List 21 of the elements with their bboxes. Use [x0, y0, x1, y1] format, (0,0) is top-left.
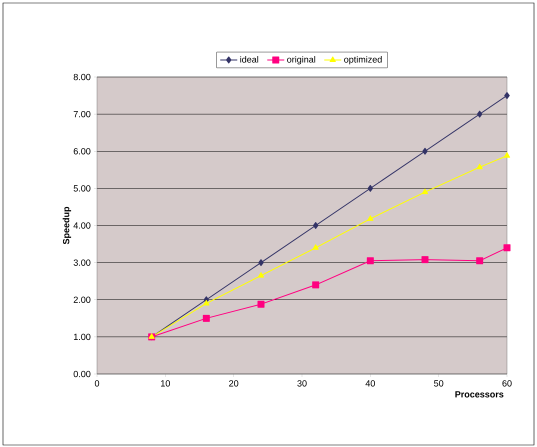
x-tick-label: 50: [434, 380, 444, 387]
y-tick-label: 2.00: [74, 296, 90, 303]
x-tick-label: 30: [297, 380, 307, 387]
x-tick-label: 0: [94, 380, 100, 387]
x-tick-label: 40: [366, 380, 375, 387]
x-tick-label: 60: [502, 380, 512, 387]
x-axis-title: Processors: [455, 391, 504, 398]
y-tick-label: 5.00: [74, 185, 90, 192]
legend-label: original: [287, 56, 316, 64]
y-tick-label: 7.00: [74, 110, 90, 118]
x-tick-label: 20: [229, 380, 238, 387]
y-tick-label: 6.00: [74, 148, 90, 154]
y-tick-label: 8.00: [74, 74, 90, 80]
y-tick-label: 0.00: [74, 370, 90, 378]
y-tick-label: 4.00: [73, 222, 90, 229]
y-axis-title: Speedup: [62, 206, 72, 244]
legend-label: optimized: [344, 56, 382, 64]
x-tick-label: 10: [161, 380, 170, 387]
y-tick-label: 3.00: [74, 259, 90, 266]
y-tick-label: 1.00: [74, 334, 90, 340]
legend-label: ideal: [240, 56, 258, 63]
